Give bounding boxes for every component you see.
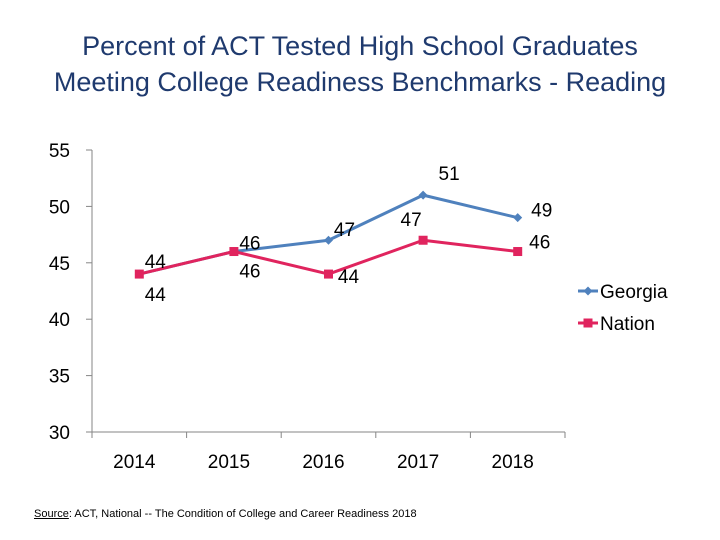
- x-tick-label: 2018: [492, 452, 534, 473]
- chart-title-line-1: Percent of ACT Tested High School Gradua…: [82, 31, 638, 61]
- y-tick-label: 30: [49, 423, 70, 444]
- legend-swatch-marker: [583, 286, 593, 296]
- y-tick-label: 50: [49, 197, 70, 218]
- y-tick-label: 45: [49, 254, 70, 275]
- series-line-georgia: [138, 193, 519, 276]
- data-point: [418, 235, 428, 245]
- legend-swatch-marker: [583, 318, 593, 328]
- source-note: Source: ACT, National -- The Condition o…: [34, 508, 417, 520]
- x-tick-label: 2014: [113, 452, 156, 473]
- data-label-georgia: 47: [334, 220, 355, 241]
- data-label-nation: 46: [529, 233, 550, 254]
- data-label-georgia: 49: [531, 201, 552, 222]
- legend-label: Georgia: [600, 282, 668, 303]
- series-line-nation: [138, 238, 518, 276]
- data-labels: 44 46 47 51 49 44 46 44 47 46: [145, 164, 553, 306]
- data-point: [134, 269, 144, 279]
- y-tick-label: 40: [49, 310, 70, 331]
- x-tick-label: 2016: [302, 452, 344, 473]
- series-nation: [134, 235, 523, 279]
- legend-item-nation: Nation: [578, 314, 655, 335]
- legend-label: Nation: [600, 314, 655, 335]
- data-point: [324, 235, 333, 245]
- legend: Georgia Nation: [578, 282, 668, 335]
- data-point: [229, 247, 239, 257]
- axes: 30 35 40 45 50 55 2014 2015 2016 2017 2018: [49, 141, 566, 473]
- source-label: Source: [34, 508, 69, 520]
- x-tick-label: 2015: [208, 452, 250, 473]
- series-georgia: [134, 190, 523, 279]
- chart-title-line-2: Meeting College Readiness Benchmarks - R…: [53, 67, 667, 97]
- y-tick-label: 35: [49, 367, 70, 388]
- chart-title: Percent of ACT Tested High School Gradua…: [0, 28, 720, 100]
- data-point: [418, 190, 428, 200]
- data-label-georgia: 51: [439, 164, 460, 185]
- source-text: : ACT, National -- The Condition of Coll…: [68, 508, 417, 520]
- series-layer: [134, 190, 523, 279]
- data-label-nation: 46: [239, 262, 260, 283]
- data-label-nation: 44: [145, 285, 167, 306]
- data-label-georgia: 44: [145, 252, 167, 273]
- data-point: [513, 247, 523, 257]
- x-tick-label: 2017: [397, 452, 439, 473]
- y-tick-label: 55: [49, 141, 70, 162]
- data-point: [324, 269, 333, 279]
- data-label-georgia: 46: [239, 234, 260, 255]
- data-label-nation: 44: [338, 267, 360, 288]
- data-label-nation: 47: [401, 210, 422, 231]
- legend-item-georgia: Georgia: [578, 282, 668, 303]
- data-point: [513, 213, 523, 223]
